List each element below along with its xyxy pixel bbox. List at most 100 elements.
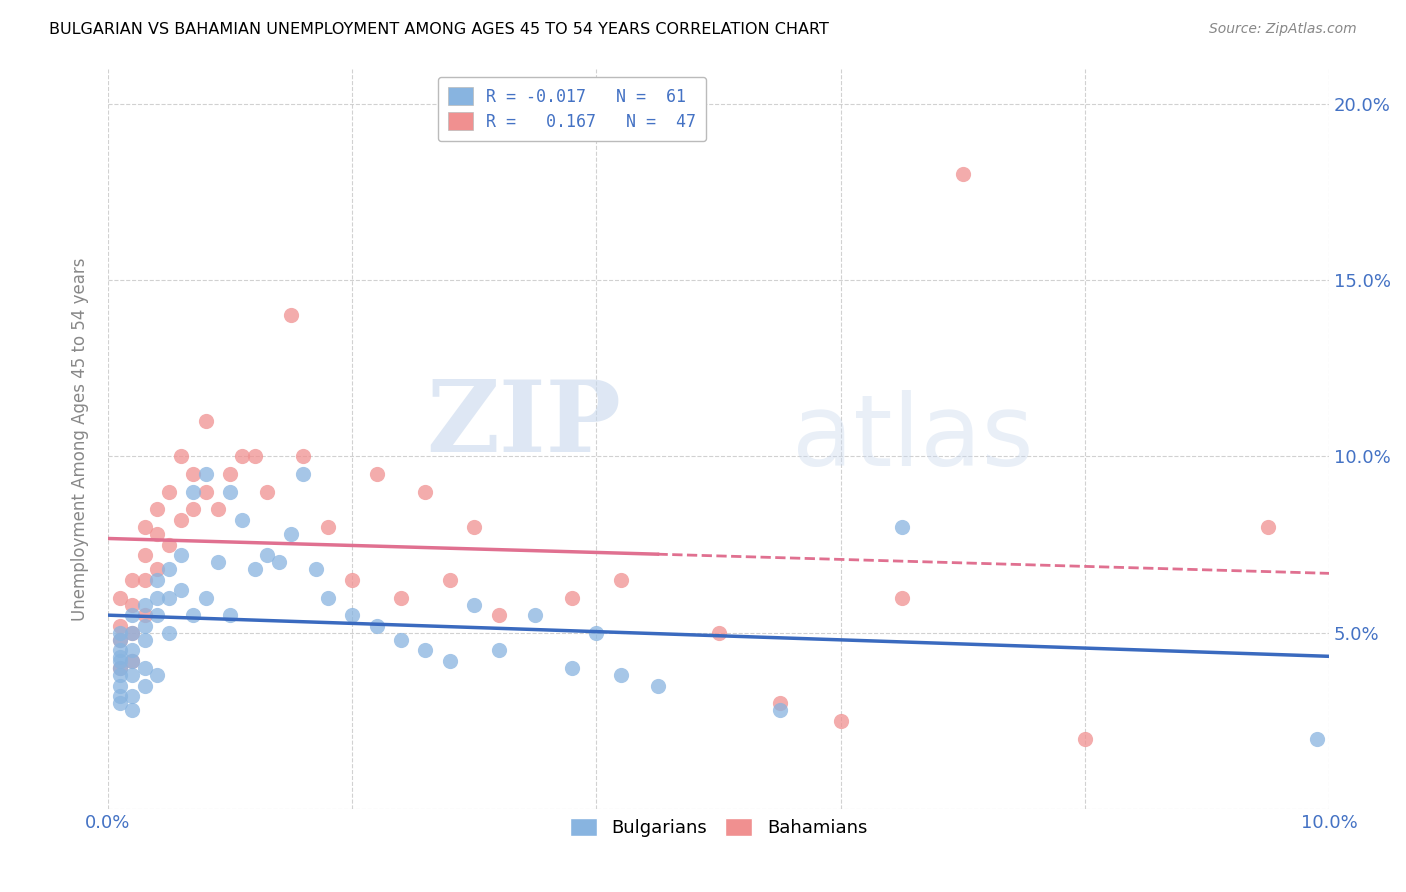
Point (194, 591, 217, 605)
Point (134, 608, 156, 623)
Point (890, 520, 912, 534)
Point (108, 632, 131, 647)
Point (121, 608, 143, 623)
Point (256, 484, 278, 499)
Text: Source: ZipAtlas.com: Source: ZipAtlas.com (1209, 22, 1357, 37)
Point (1306, 731, 1329, 746)
Point (207, 502, 229, 516)
Point (219, 467, 242, 481)
Point (108, 654, 131, 668)
Point (146, 591, 169, 605)
Point (415, 484, 437, 499)
Point (1257, 520, 1279, 534)
Point (463, 598, 485, 612)
Point (134, 661, 156, 675)
Point (610, 668, 633, 682)
Point (219, 608, 242, 623)
Point (304, 562, 326, 576)
Point (194, 467, 217, 481)
Point (146, 562, 169, 576)
Point (170, 583, 193, 598)
Point (170, 450, 193, 464)
Y-axis label: Unemployment Among Ages 45 to 54 years: Unemployment Among Ages 45 to 54 years (72, 257, 89, 621)
Point (231, 450, 253, 464)
Point (183, 467, 205, 481)
Point (952, 167, 974, 181)
Point (108, 632, 131, 647)
Point (108, 625, 131, 640)
Point (157, 562, 180, 576)
Point (183, 608, 205, 623)
Point (121, 573, 143, 587)
Point (108, 661, 131, 675)
Point (463, 520, 485, 534)
Point (488, 608, 510, 623)
Point (108, 668, 131, 682)
Point (256, 548, 278, 562)
Point (121, 703, 143, 717)
Point (316, 591, 339, 605)
Point (194, 414, 217, 428)
Point (121, 690, 143, 704)
Point (157, 625, 180, 640)
Point (488, 643, 510, 657)
Point (366, 467, 388, 481)
Point (157, 591, 180, 605)
Point (108, 650, 131, 665)
Point (610, 573, 633, 587)
Point (280, 309, 302, 323)
Point (183, 484, 205, 499)
Point (647, 679, 669, 693)
Point (768, 703, 790, 717)
Point (219, 484, 242, 499)
Point (134, 548, 156, 562)
Point (121, 625, 143, 640)
Point (157, 538, 180, 552)
Point (561, 591, 583, 605)
Point (342, 608, 364, 623)
Point (146, 527, 169, 541)
Point (146, 502, 169, 516)
Point (389, 632, 412, 647)
Point (1074, 731, 1097, 746)
Point (292, 467, 315, 481)
Point (108, 661, 131, 675)
Point (561, 661, 583, 675)
Point (194, 484, 217, 499)
Point (389, 591, 412, 605)
Point (439, 654, 461, 668)
Point (170, 513, 193, 527)
Point (280, 527, 302, 541)
Point (231, 513, 253, 527)
Point (243, 450, 266, 464)
Legend: Bulgarians, Bahamians: Bulgarians, Bahamians (562, 811, 875, 845)
Point (108, 696, 131, 710)
Text: ZIP: ZIP (426, 376, 621, 473)
Point (830, 714, 852, 728)
Point (207, 555, 229, 569)
Text: BULGARIAN VS BAHAMIAN UNEMPLOYMENT AMONG AGES 45 TO 54 YEARS CORRELATION CHART: BULGARIAN VS BAHAMIAN UNEMPLOYMENT AMONG… (49, 22, 830, 37)
Point (134, 520, 156, 534)
Point (108, 619, 131, 633)
Point (108, 679, 131, 693)
Text: atlas: atlas (792, 391, 1033, 487)
Point (121, 625, 143, 640)
Point (121, 654, 143, 668)
Point (146, 573, 169, 587)
Point (121, 654, 143, 668)
Point (121, 598, 143, 612)
Point (707, 625, 730, 640)
Point (146, 668, 169, 682)
Point (121, 668, 143, 682)
Point (134, 598, 156, 612)
Point (524, 608, 547, 623)
Point (134, 619, 156, 633)
Point (439, 573, 461, 587)
Point (183, 502, 205, 516)
Point (768, 696, 790, 710)
Point (157, 484, 180, 499)
Point (134, 679, 156, 693)
Point (146, 608, 169, 623)
Point (366, 619, 388, 633)
Point (243, 562, 266, 576)
